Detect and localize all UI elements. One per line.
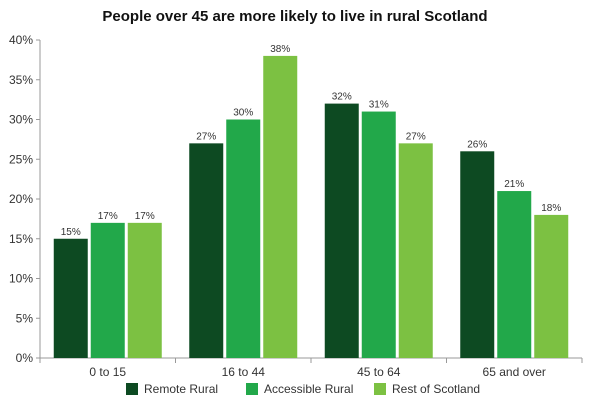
y-tick-label: 25%: [9, 152, 33, 166]
data-label: 27%: [196, 131, 216, 142]
data-label: 32%: [332, 92, 352, 103]
data-label: 17%: [98, 211, 118, 222]
y-tick-label: 30%: [9, 113, 33, 127]
bar-remote-rural: [324, 103, 359, 358]
legend-label-rest-of-scotland: Rest of Scotland: [392, 382, 480, 396]
bar-rest-of-scotland: [127, 222, 162, 358]
x-tick-label: 65 and over: [483, 365, 546, 379]
y-tick-label: 20%: [9, 192, 33, 206]
bar-accessible-rural: [361, 111, 396, 358]
bar-accessible-rural: [90, 222, 125, 358]
y-tick-label: 35%: [9, 73, 33, 87]
data-label: 21%: [504, 179, 524, 190]
y-tick-label: 5%: [16, 311, 34, 325]
legend-swatch-accessible-rural: [246, 383, 258, 395]
bar-accessible-rural: [226, 119, 261, 358]
data-label: 27%: [406, 131, 426, 142]
chart-title: People over 45 are more likely to live i…: [102, 8, 488, 25]
y-tick-label: 0%: [16, 351, 34, 365]
data-label: 30%: [233, 108, 253, 119]
y-axis: 0% 5% 10% 15% 20% 25% 30% 35% 40%: [9, 33, 41, 365]
data-labels-group: 15% 17% 17% 27% 30% 38% 32% 31% 27% 26% 21% 18%: [61, 44, 562, 238]
data-label: 18%: [541, 203, 561, 214]
bar-remote-rural: [189, 143, 224, 358]
bar-rest-of-scotland: [534, 214, 569, 358]
legend-swatch-rest-of-scotland: [374, 383, 386, 395]
x-axis: 0 to 15 16 to 44 45 to 64 65 and over: [39, 357, 583, 379]
data-label: 17%: [135, 211, 155, 222]
bar-rest-of-scotland: [398, 143, 433, 358]
x-tick-label: 0 to 15: [89, 365, 126, 379]
data-label: 38%: [270, 44, 290, 55]
data-label: 15%: [61, 227, 81, 238]
legend: Remote Rural Accessible Rural Rest of Scot…: [126, 382, 480, 396]
y-tick-label: 15%: [9, 232, 33, 246]
x-tick-label: 45 to 64: [357, 365, 401, 379]
legend-label-accessible-rural: Accessible Rural: [264, 382, 353, 396]
legend-label-remote-rural: Remote Rural: [144, 382, 218, 396]
bar-remote-rural: [460, 151, 495, 358]
y-tick-label: 10%: [9, 272, 33, 286]
data-label: 31%: [369, 100, 389, 111]
bar-accessible-rural: [497, 191, 532, 358]
data-label: 26%: [467, 139, 487, 150]
bar-rest-of-scotland: [263, 55, 298, 359]
legend-swatch-remote-rural: [126, 383, 138, 395]
x-tick-label: 16 to 44: [222, 365, 266, 379]
bar-remote-rural: [53, 238, 88, 358]
bar-series-group: [53, 55, 569, 359]
y-tick-label: 40%: [9, 33, 33, 47]
